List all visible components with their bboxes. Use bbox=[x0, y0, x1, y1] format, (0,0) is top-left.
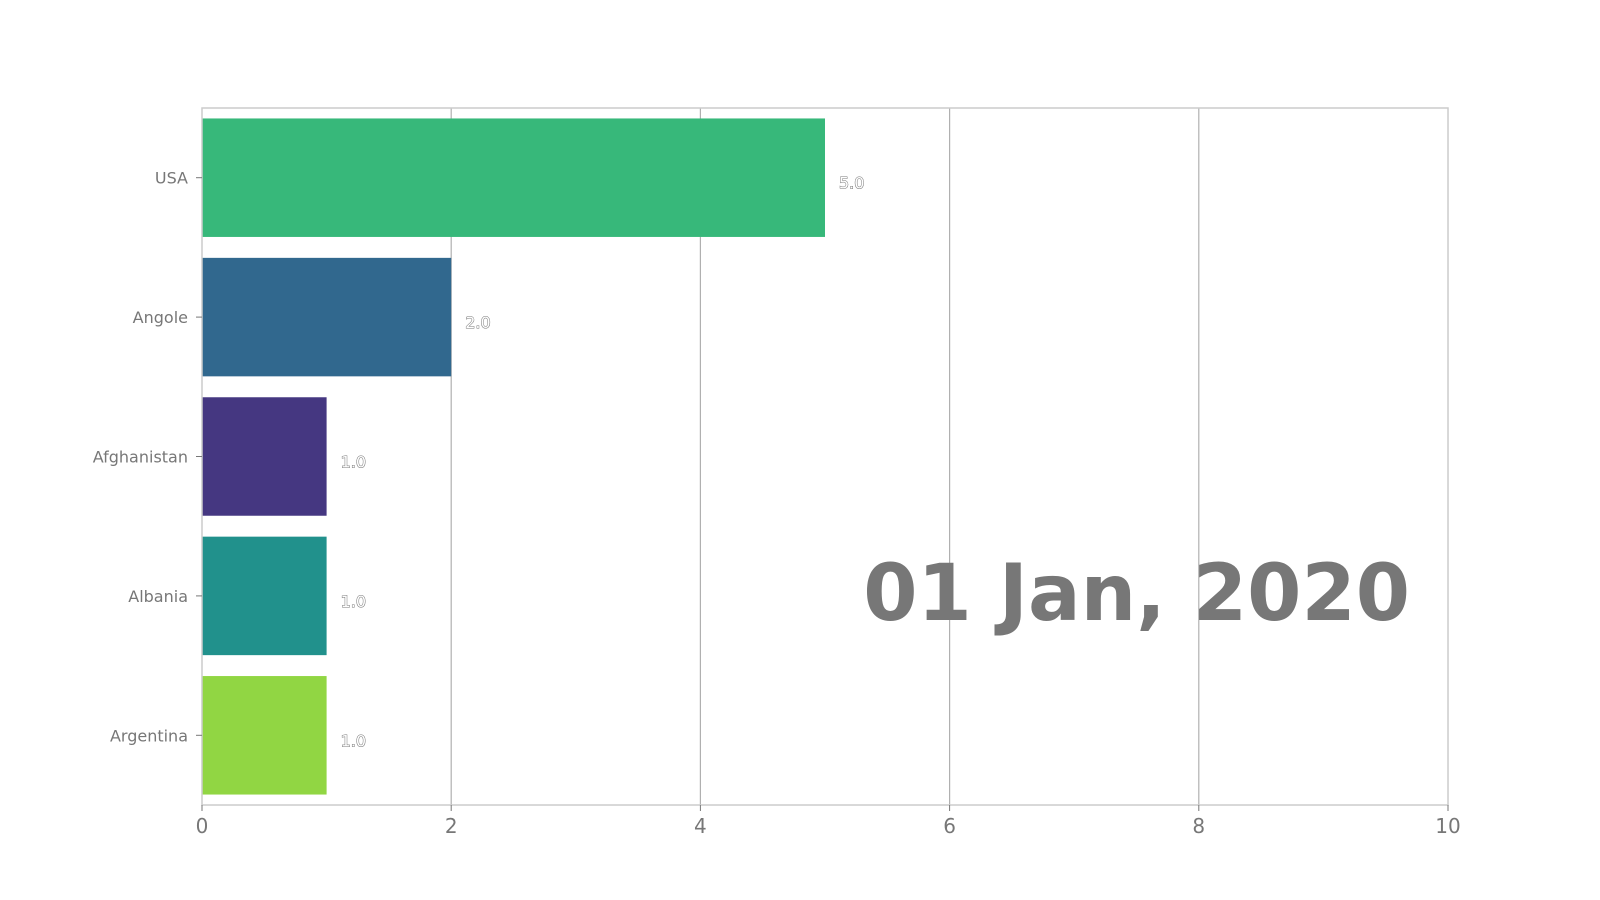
bar bbox=[202, 257, 452, 377]
x-tick-label: 6 bbox=[943, 814, 956, 838]
bar bbox=[202, 118, 825, 237]
y-tick-label: Angole bbox=[133, 308, 188, 327]
x-tick-label: 4 bbox=[694, 814, 707, 838]
bar bbox=[202, 536, 327, 656]
bar bbox=[202, 397, 327, 516]
bar-value-label: 1.0 bbox=[341, 592, 366, 611]
bar bbox=[202, 676, 327, 795]
bar-value-label: 1.0 bbox=[341, 453, 366, 472]
x-tick-label: 2 bbox=[445, 814, 458, 838]
date-label: 01 Jan, 2020 bbox=[863, 549, 1410, 639]
bar-value-label: 1.0 bbox=[341, 731, 366, 750]
y-tick-label: Afghanistan bbox=[93, 448, 188, 467]
y-tick-label: USA bbox=[155, 169, 188, 188]
x-tick-label: 10 bbox=[1435, 814, 1460, 838]
x-tick-label: 8 bbox=[1192, 814, 1205, 838]
bar-value-labels: 5.0 2.0 1.0 1.0 1.0 bbox=[340, 173, 865, 751]
y-tick-label: Argentina bbox=[110, 726, 188, 745]
y-tick-label: Albania bbox=[128, 587, 188, 606]
x-tick-label: 0 bbox=[196, 814, 209, 838]
bar-value-label: 2.0 bbox=[465, 313, 490, 332]
y-axis-ticks: USA Angole Afghanistan Albania Argentina bbox=[93, 169, 202, 745]
bar-value-label: 5.0 bbox=[839, 174, 864, 193]
bars bbox=[202, 118, 825, 795]
x-axis-ticks: 0 2 4 6 8 10 bbox=[196, 805, 1461, 838]
